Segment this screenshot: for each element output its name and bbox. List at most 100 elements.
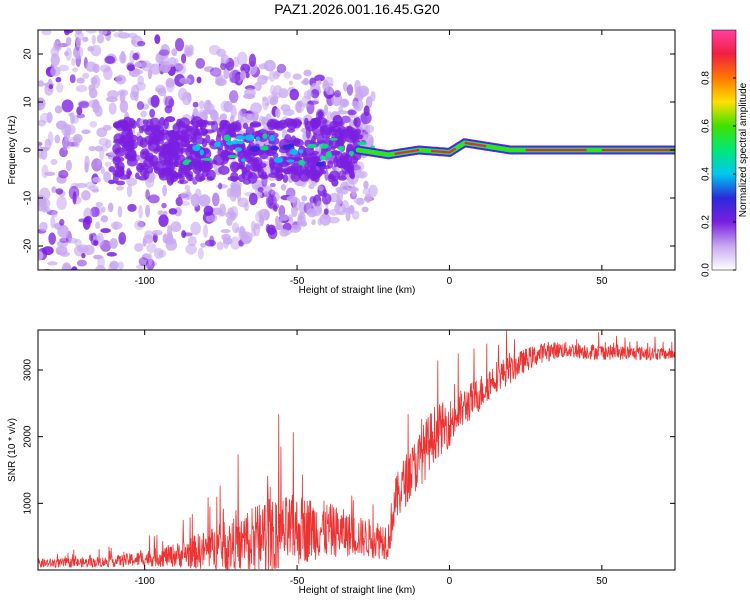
spectrogram-cell	[361, 206, 369, 213]
spectrogram-cell	[68, 280, 79, 289]
spectrogram-cell	[47, 261, 58, 266]
spectrogram-cell	[301, 195, 308, 202]
spectrogram-cell	[309, 163, 317, 171]
spectrogram-cell	[365, 96, 373, 109]
spectrogram-cell	[99, 64, 111, 73]
spectrogram-cell	[136, 101, 145, 111]
spectrogram-cell	[121, 130, 128, 141]
spectrogram-cell	[275, 173, 285, 180]
spectrogram-cell	[368, 184, 378, 198]
spectrogram-cell	[104, 55, 116, 64]
spectrogram-cell	[42, 198, 51, 209]
spectrogram-cell	[230, 211, 236, 222]
spectrogram-cell	[219, 203, 227, 217]
spectrogram-cell	[242, 122, 249, 130]
spectrogram-cell	[113, 133, 124, 144]
spectrogram-cell	[227, 154, 238, 158]
spectrogram-cell	[286, 128, 296, 133]
spectrogram-cell	[158, 214, 169, 227]
spectrogram-cell	[348, 150, 354, 156]
spectrogram-cell	[180, 191, 193, 201]
spectrogram-cell	[71, 57, 76, 66]
spectrogram-cell	[228, 90, 239, 104]
spectrogram-cell	[92, 63, 100, 74]
spectrogram-cell	[124, 148, 137, 160]
snr-x-tick-label: -50	[290, 576, 305, 587]
spectrogram-cell	[56, 82, 64, 93]
spectrogram-cell	[72, 45, 84, 60]
colorbar-label: Normalized spectral amplitude	[738, 82, 749, 217]
snr-x-tick-label: 0	[447, 576, 453, 587]
spectrogram-cell	[36, 285, 42, 292]
spectrogram-cell	[48, 232, 57, 245]
spectrogram-cell	[119, 100, 129, 113]
spectrogram-cell	[82, 72, 90, 79]
spectrogram-cell	[351, 210, 360, 220]
spectrogram-cell	[150, 94, 160, 108]
spectrogram-cell	[282, 222, 292, 231]
spectrogram-cell	[246, 113, 259, 121]
spectrogram-cell	[65, 237, 78, 244]
snr-ticks: -100 -50 0 50 1000 2000 3000	[23, 330, 675, 587]
spectrogram-cell	[289, 88, 300, 101]
spectrogram-cell	[153, 147, 159, 154]
spectrogram-cell	[85, 30, 98, 34]
spectrogram-cell	[94, 105, 103, 117]
spectrogram-cell	[208, 44, 221, 56]
spectrogram-cell	[65, 47, 72, 61]
spectrogram-cell	[179, 173, 185, 184]
spectrogram-cell	[92, 176, 102, 183]
spectrogram-cell	[229, 161, 240, 173]
spectrogram-cell	[194, 188, 202, 200]
snr-x-tick-label: -100	[135, 576, 155, 587]
spectrogram-cell	[70, 266, 78, 270]
spectrogram-cell	[219, 119, 227, 130]
snr-y-tick-label: 1000	[23, 492, 34, 515]
spectrogram-cell	[136, 162, 144, 173]
spectrogram-cell	[38, 97, 46, 111]
snr-x-axis-label: Height of straight line (km)	[299, 585, 416, 596]
spectrogram-cell	[74, 31, 84, 41]
spectrogram-cell	[118, 32, 130, 39]
spectrogram-cell	[345, 210, 351, 222]
spectrogram-cell	[38, 80, 45, 87]
spectrogram-cell	[282, 144, 291, 150]
spectrogram-cell	[170, 140, 180, 152]
spectrogram-cell	[303, 69, 312, 77]
spectrogram-cell	[119, 52, 127, 64]
spectrogram-cell	[341, 99, 348, 107]
spectrogram-cell	[321, 193, 332, 205]
spectrogram-cell	[46, 111, 53, 124]
spectrogram-cell	[217, 147, 224, 157]
spectrogram-cell	[66, 16, 75, 25]
spectrogram-cell	[52, 10, 56, 18]
spectrogram-x-tick-label: 0	[447, 276, 453, 287]
spectrogram-cell	[319, 156, 328, 161]
spectrogram-cell	[100, 215, 109, 223]
spectrogram-cell	[338, 175, 347, 181]
spectrogram-cell	[126, 139, 138, 150]
spectrogram-cell	[260, 171, 268, 179]
spectrogram-cell	[203, 205, 214, 217]
spectrogram-cell	[84, 215, 93, 225]
spectrogram-cell	[109, 260, 119, 270]
spectrogram-cell	[176, 118, 183, 128]
spectrogram-cell	[203, 224, 208, 238]
spectrogram-cell	[100, 166, 105, 175]
spectrogram-cell	[39, 221, 48, 232]
spectrogram-cell	[56, 250, 62, 255]
spectrogram-cell	[50, 215, 56, 229]
spectrogram-cell	[145, 189, 150, 200]
spectrogram-cell	[55, 120, 68, 130]
colorbar-tick-label: 0.4	[701, 167, 712, 181]
spectrogram-cell	[311, 219, 316, 226]
spectrogram-cell	[172, 152, 179, 161]
spectrogram-cell	[108, 102, 117, 115]
spectrogram-cell	[149, 108, 156, 118]
spectrogram-cell	[323, 104, 329, 116]
spectrogram-cell	[347, 109, 357, 116]
spectrogram-cell	[112, 156, 125, 163]
spectrogram-cell	[116, 186, 125, 191]
spectrogram-cell	[234, 147, 243, 152]
spectrogram-cell	[273, 157, 284, 163]
